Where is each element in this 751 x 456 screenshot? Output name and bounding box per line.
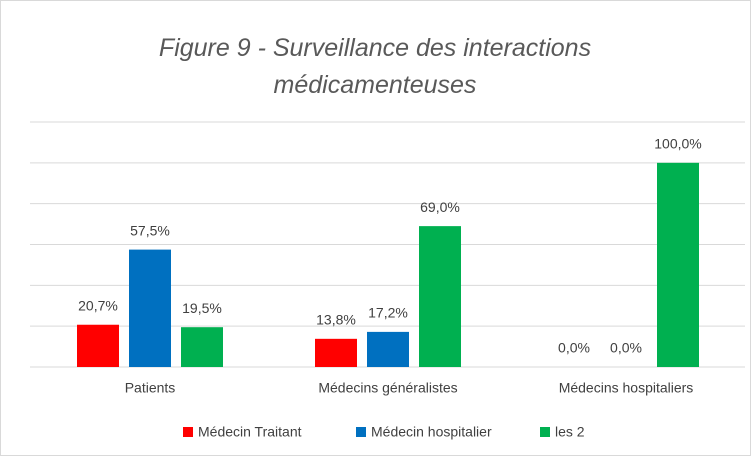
value-label: 100,0% — [654, 136, 701, 152]
x-tick-label: Médecins généralistes — [318, 380, 457, 396]
bar — [77, 324, 119, 367]
bar — [657, 162, 699, 367]
bar — [315, 338, 357, 367]
chart-title: Figure 9 - Surveillance des interactions… — [158, 34, 592, 99]
bar — [129, 249, 171, 367]
legend-swatch — [540, 427, 550, 437]
bar — [367, 331, 409, 367]
bar — [419, 226, 461, 367]
value-label: 17,2% — [368, 305, 408, 321]
legend-label: Médecin Traitant — [198, 424, 302, 440]
value-label: 0,0% — [558, 340, 590, 356]
value-label: 57,5% — [130, 222, 170, 238]
value-label: 13,8% — [316, 312, 356, 328]
legend-swatch — [183, 427, 193, 437]
value-label: 69,0% — [420, 199, 460, 215]
x-tick-label: Patients — [125, 380, 176, 396]
legend-label: les 2 — [555, 424, 585, 440]
value-label: 19,5% — [182, 300, 222, 316]
bar — [181, 327, 223, 367]
value-label: 20,7% — [78, 297, 118, 313]
x-tick-label: Médecins hospitaliers — [559, 380, 694, 396]
legend-swatch — [356, 427, 366, 437]
value-label: 0,0% — [610, 340, 642, 356]
legend-label: Médecin hospitalier — [371, 424, 492, 440]
